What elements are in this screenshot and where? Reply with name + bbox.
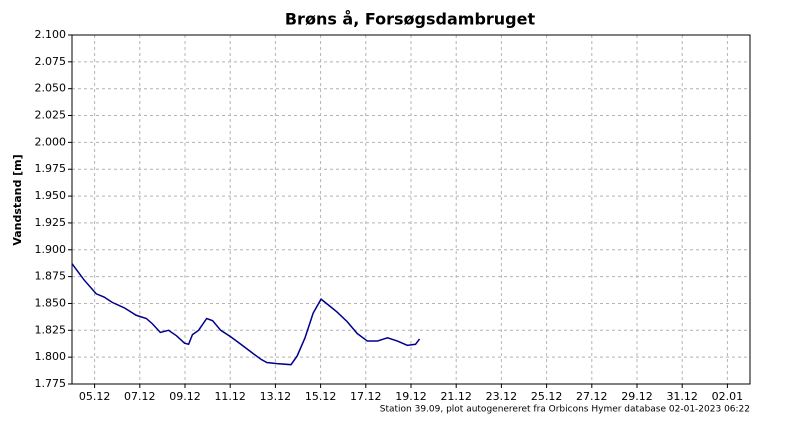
x-tick-label: 07.12	[124, 390, 156, 403]
y-tick-label: 1.800	[35, 350, 67, 363]
x-tick-label: 15.12	[305, 390, 337, 403]
x-tick-label: 02.01	[712, 390, 744, 403]
x-tick-label: 13.12	[260, 390, 292, 403]
x-tick-label: 11.12	[214, 390, 246, 403]
y-tick-label: 1.850	[35, 296, 67, 309]
y-tick-label: 2.025	[35, 109, 67, 122]
x-tick-label: 23.12	[486, 390, 518, 403]
y-tick-label: 1.825	[35, 323, 67, 336]
y-tick-label: 2.050	[35, 82, 67, 95]
y-tick-label: 1.875	[35, 270, 67, 283]
y-tick-label: 1.975	[35, 162, 67, 175]
y-tick-label: 1.925	[35, 216, 67, 229]
x-tick-label: 29.12	[621, 390, 653, 403]
x-tick-label: 19.12	[395, 390, 427, 403]
chart-title: Brøns å, Forsøgsdambruget	[285, 10, 536, 29]
y-axis-label: Vandstand [m]	[11, 154, 24, 245]
x-tick-label: 09.12	[169, 390, 201, 403]
y-tick-label: 1.900	[35, 243, 67, 256]
x-tick-label: 31.12	[666, 390, 698, 403]
x-tick-label: 05.12	[79, 390, 111, 403]
data-line	[71, 263, 421, 366]
x-tick-label: 17.12	[350, 390, 382, 403]
footer: Station 39.09, plot autogenereret fra Or…	[380, 405, 750, 415]
y-tick-label: 2.000	[35, 135, 67, 148]
x-tick-label: 27.12	[576, 390, 608, 403]
x-tick-label: 25.12	[531, 390, 563, 403]
x-tick-label: 21.12	[440, 390, 472, 403]
y-tick-label: 1.950	[35, 189, 67, 202]
y-tick-label: 1.775	[35, 377, 67, 390]
y-tick-label: 2.075	[35, 55, 67, 68]
plot-frame	[71, 34, 751, 385]
y-tick-label: 2.100	[35, 28, 67, 41]
